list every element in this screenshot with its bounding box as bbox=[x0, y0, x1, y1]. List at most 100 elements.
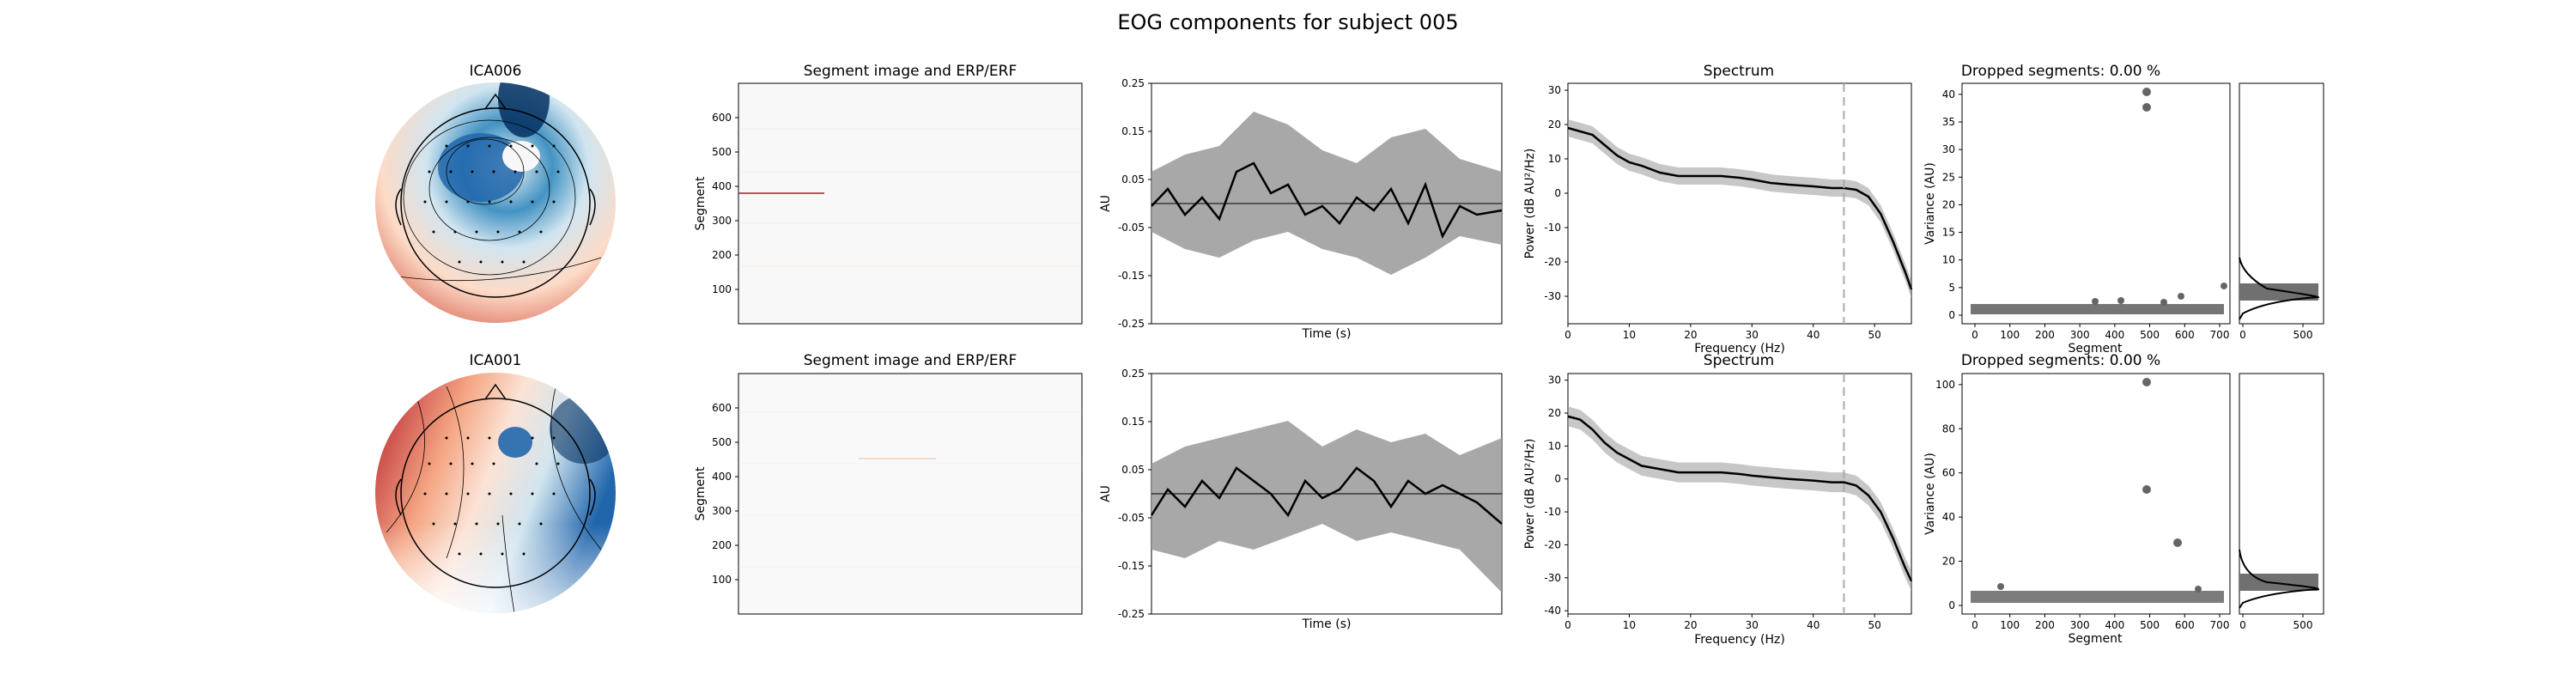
tick-label: 100 bbox=[712, 283, 732, 295]
tick-label: 0 bbox=[1948, 599, 1955, 611]
variance-ica006: Dropped segments: 0.00 % Variance (AU) S… bbox=[1923, 63, 2231, 356]
variance-yticks: 0 5 10 15 20 25 30 35 40 bbox=[1942, 88, 1962, 321]
erp-yticks: 0.25 0.15 0.05 -0.05 -0.15 -0.25 bbox=[1118, 368, 1151, 620]
spectrum-title: Spectrum bbox=[1704, 63, 1774, 80]
tick-label: 700 bbox=[2210, 329, 2230, 341]
tick-label: 0 bbox=[1971, 619, 1978, 631]
tick-label: 300 bbox=[712, 215, 732, 227]
variance-ica001: Dropped segments: 0.00 % Variance (AU) S… bbox=[1923, 352, 2231, 646]
tick-label: 400 bbox=[2105, 329, 2124, 341]
row-1: ICA006 bbox=[375, 63, 2324, 356]
tick-label: 50 bbox=[1868, 329, 1881, 341]
tick-label: 20 bbox=[1548, 407, 1561, 419]
variance-ylabel: Variance (AU) bbox=[1923, 162, 1937, 245]
tick-label: -20 bbox=[1544, 256, 1561, 268]
tick-label: 0 bbox=[2239, 329, 2246, 341]
spectrum-line bbox=[1567, 415, 1913, 582]
tick-label: 500 bbox=[712, 146, 732, 158]
erp-xlabel: Time (s) bbox=[1302, 617, 1352, 631]
erp-ica006: AU Time (s) 0.25 0.15 0.05 -0.05 -0.15 -0.25 bbox=[1099, 77, 1503, 341]
image-ylabel: Segment bbox=[694, 176, 708, 231]
tick-label: 0 bbox=[1564, 329, 1571, 341]
tick-label: 200 bbox=[712, 539, 732, 551]
image-title: Segment image and ERP/ERF bbox=[804, 63, 1018, 80]
erp-ica001: AU Time (s) 0.25 0.15 0.05 -0.05 -0.15 -0.25 bbox=[1099, 368, 1503, 631]
tick-label: 0 bbox=[1554, 473, 1561, 485]
tick-label: 0 bbox=[1564, 619, 1571, 631]
spectrum-ylabel: Power (dB AU²/Hz) bbox=[1523, 439, 1537, 550]
segment-image-ica001: Segment image and ERP/ERF Segment 100 200… bbox=[694, 352, 1083, 615]
tick-label: 0 bbox=[2239, 619, 2246, 631]
tick-label: 100 bbox=[2000, 619, 2020, 631]
tick-label: 0.05 bbox=[1121, 173, 1145, 185]
tick-label: 40 bbox=[1807, 619, 1820, 631]
tick-label: 40 bbox=[1807, 329, 1820, 341]
tick-label: -30 bbox=[1544, 572, 1561, 584]
variance-xlabel: Segment bbox=[2069, 632, 2123, 646]
tick-label: 0.15 bbox=[1121, 125, 1145, 137]
spectrum-band bbox=[1568, 119, 1911, 298]
tick-label: 10 bbox=[1548, 153, 1561, 165]
hist-xticks: 0 500 bbox=[2239, 614, 2312, 631]
erp-yticks: 0.25 0.15 0.05 -0.05 -0.15 -0.25 bbox=[1118, 77, 1151, 330]
spectrum-line bbox=[1567, 126, 1913, 290]
tick-label: 10 bbox=[1942, 254, 1955, 266]
tick-label: 500 bbox=[712, 436, 732, 448]
variance-hist-ica006: 0 500 bbox=[2239, 82, 2324, 341]
tick-label: 100 bbox=[712, 574, 732, 586]
tick-label: -10 bbox=[1544, 506, 1561, 518]
tick-label: -30 bbox=[1544, 290, 1561, 302]
tick-label: -0.25 bbox=[1118, 608, 1145, 620]
tick-label: -0.15 bbox=[1118, 270, 1145, 282]
tick-label: 20 bbox=[1942, 198, 1955, 210]
tick-label: 80 bbox=[1942, 423, 1955, 435]
tick-label: 200 bbox=[712, 249, 732, 261]
tick-label: 0.15 bbox=[1121, 416, 1145, 428]
tick-label: 300 bbox=[2070, 329, 2090, 341]
image-ylabel: Segment bbox=[694, 466, 708, 521]
tick-label: 20 bbox=[1942, 556, 1955, 568]
tick-label: 0 bbox=[1971, 329, 1978, 341]
tick-label: 600 bbox=[712, 402, 732, 414]
spectrum-ica006: Spectrum 30 20 10 0 -10 -20 -30 0 10 20 30 40 50 Pow… bbox=[1523, 63, 1913, 356]
variance-xlabel: Segment bbox=[2069, 342, 2123, 356]
variance-xticks: 0 100 200 300 400 500 600 700 bbox=[1971, 614, 2229, 631]
tick-label: 30 bbox=[1942, 143, 1955, 155]
tick-label: -20 bbox=[1544, 538, 1561, 550]
tick-label: 60 bbox=[1942, 467, 1955, 479]
sensor-dots bbox=[423, 144, 560, 264]
dropped-title: Dropped segments: 0.00 % bbox=[1961, 63, 2160, 80]
dropped-title: Dropped segments: 0.00 % bbox=[1961, 352, 2160, 369]
erp-xlabel: Time (s) bbox=[1302, 327, 1352, 341]
tick-label: 300 bbox=[2070, 619, 2090, 631]
tick-label: 0.25 bbox=[1121, 368, 1145, 380]
variance-ylabel: Variance (AU) bbox=[1923, 453, 1937, 535]
figure-title: EOG components for subject 005 bbox=[1117, 10, 1458, 34]
tick-label: -40 bbox=[1544, 605, 1561, 617]
tick-label: 500 bbox=[2293, 329, 2313, 341]
tick-label: 700 bbox=[2210, 619, 2230, 631]
image-title: Segment image and ERP/ERF bbox=[804, 352, 1018, 369]
tick-label: 0.25 bbox=[1121, 77, 1145, 89]
component-title: ICA006 bbox=[470, 63, 522, 80]
tick-label: 20 bbox=[1684, 619, 1697, 631]
row-2: ICA001 bbox=[375, 352, 2324, 647]
tick-label: 400 bbox=[2105, 619, 2124, 631]
sensor-dots bbox=[423, 436, 560, 556]
image-yticks: 100 200 300 400 500 600 bbox=[712, 402, 738, 586]
tick-label: 10 bbox=[1623, 329, 1636, 341]
topomap-ica001: ICA001 bbox=[375, 352, 616, 613]
spectrum-xlabel: Frequency (Hz) bbox=[1694, 342, 1785, 356]
tick-label: 400 bbox=[712, 471, 732, 483]
tick-label: 40 bbox=[1942, 511, 1955, 523]
spectrum-plot: 30 20 10 0 -10 -20 -30 0 10 20 30 40 50 bbox=[1544, 83, 1913, 341]
tick-label: 20 bbox=[1684, 329, 1697, 341]
tick-label: 500 bbox=[2140, 329, 2160, 341]
tick-label: 600 bbox=[712, 112, 732, 124]
tick-label: 30 bbox=[1746, 619, 1759, 631]
erp-ylabel: AU bbox=[1099, 485, 1113, 502]
tick-label: 200 bbox=[2035, 329, 2055, 341]
tick-label: -0.05 bbox=[1118, 512, 1145, 524]
